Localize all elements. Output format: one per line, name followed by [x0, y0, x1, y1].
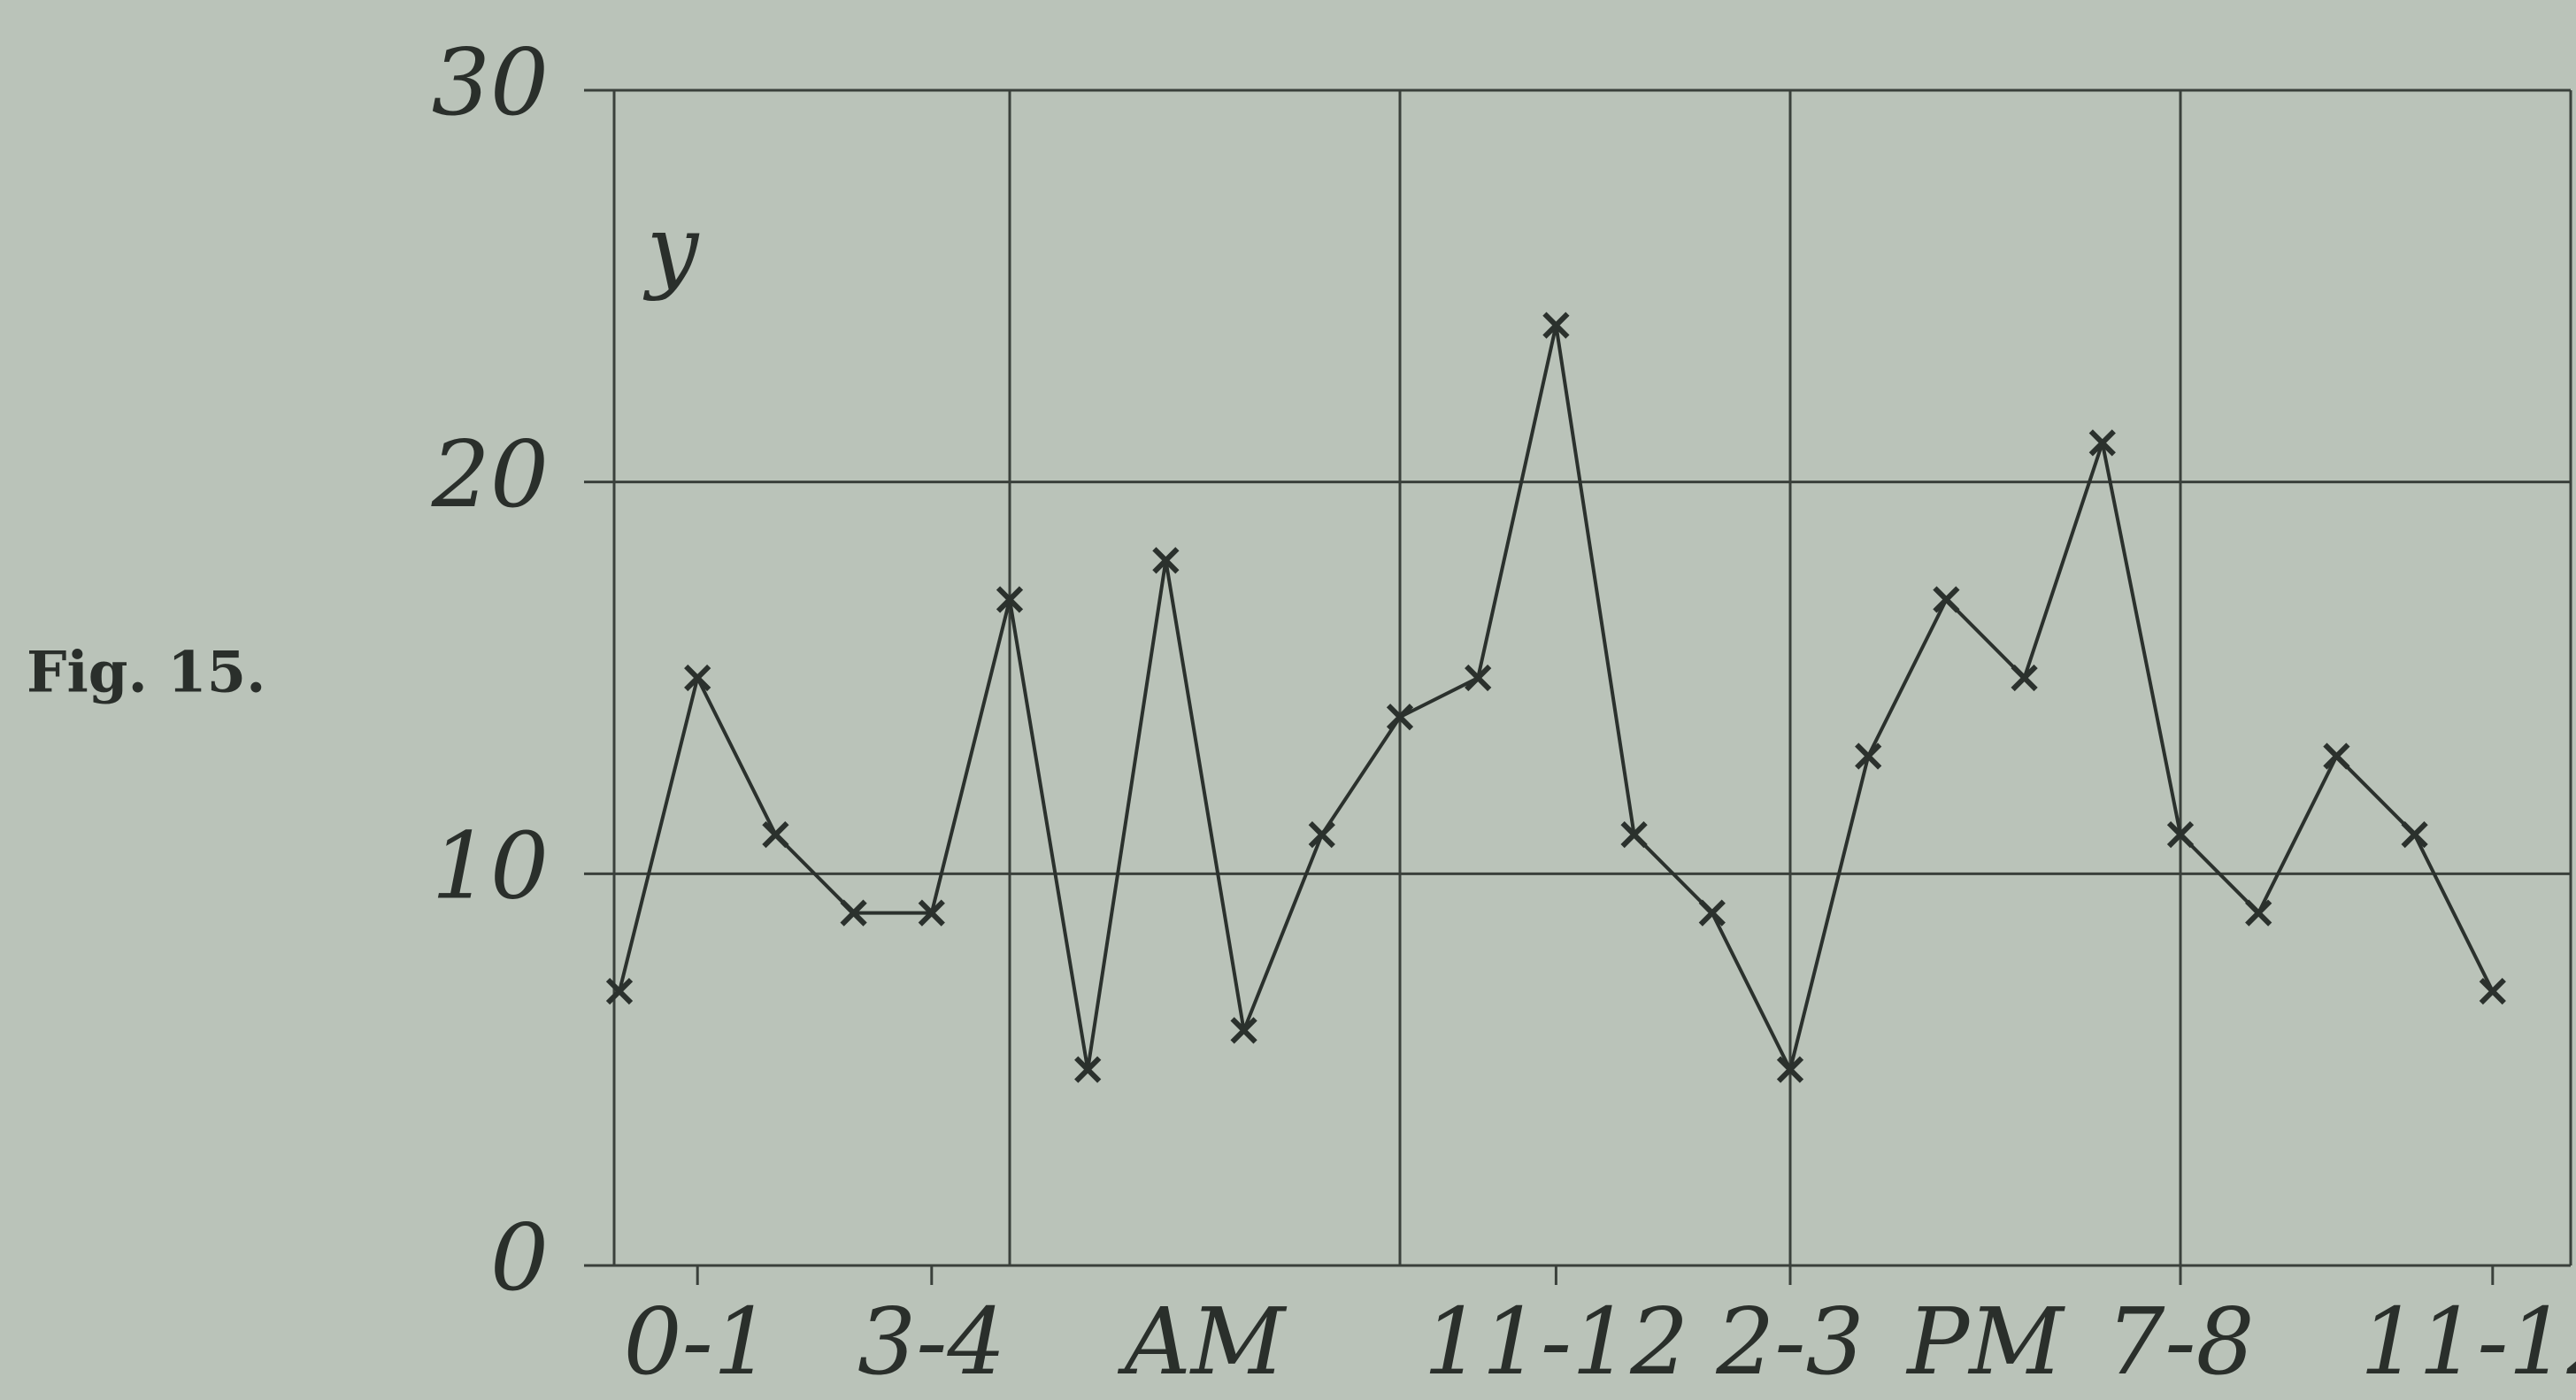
- y-axis-label: y: [643, 195, 700, 303]
- data-point: [1855, 742, 1882, 770]
- data-point: [2401, 820, 2428, 849]
- data-point: [1465, 664, 1492, 692]
- data-point: [2011, 664, 2038, 692]
- y-tick-label: 0: [490, 1204, 549, 1312]
- data-point: [2479, 978, 2506, 1005]
- period-label: PM: [1905, 1288, 2065, 1396]
- data-point: [1230, 1017, 1257, 1044]
- data-point: [2166, 820, 2195, 849]
- data-point: [1620, 820, 1648, 849]
- y-tick-label: 30: [432, 28, 549, 136]
- data-point: [918, 899, 945, 927]
- x-tick-label: 11-12: [1423, 1288, 1688, 1396]
- data-point: [1933, 586, 1960, 613]
- figure-label: Fig. 15.: [27, 640, 265, 706]
- y-tick-label: 20: [431, 420, 549, 528]
- data-point: [1152, 547, 1180, 574]
- x-tick-label: 7-8: [2106, 1288, 2254, 1396]
- y-tick-label: 10: [432, 812, 549, 920]
- data-point: [605, 978, 634, 1005]
- data-point: [1308, 820, 1335, 849]
- x-tick-label: 3-4: [857, 1288, 1005, 1396]
- data-point: [1698, 899, 1726, 927]
- data-point: [996, 586, 1024, 613]
- x-tick-label: 11-12: [2360, 1288, 2576, 1396]
- data-point: [1074, 1056, 1102, 1083]
- data-point: [1386, 704, 1414, 731]
- data-point: [1776, 1056, 1804, 1083]
- x-tick-label: 2-3: [1715, 1288, 1864, 1396]
- data-point: [2245, 899, 2272, 927]
- data-point: [684, 664, 711, 692]
- period-label: AM: [1118, 1288, 1288, 1396]
- x-tick-label: 0-1: [623, 1288, 771, 1396]
- data-point: [840, 899, 867, 927]
- data-point: [762, 820, 789, 849]
- data-point: [1542, 312, 1570, 339]
- data-point: [2323, 742, 2350, 770]
- data-point: [2088, 429, 2116, 457]
